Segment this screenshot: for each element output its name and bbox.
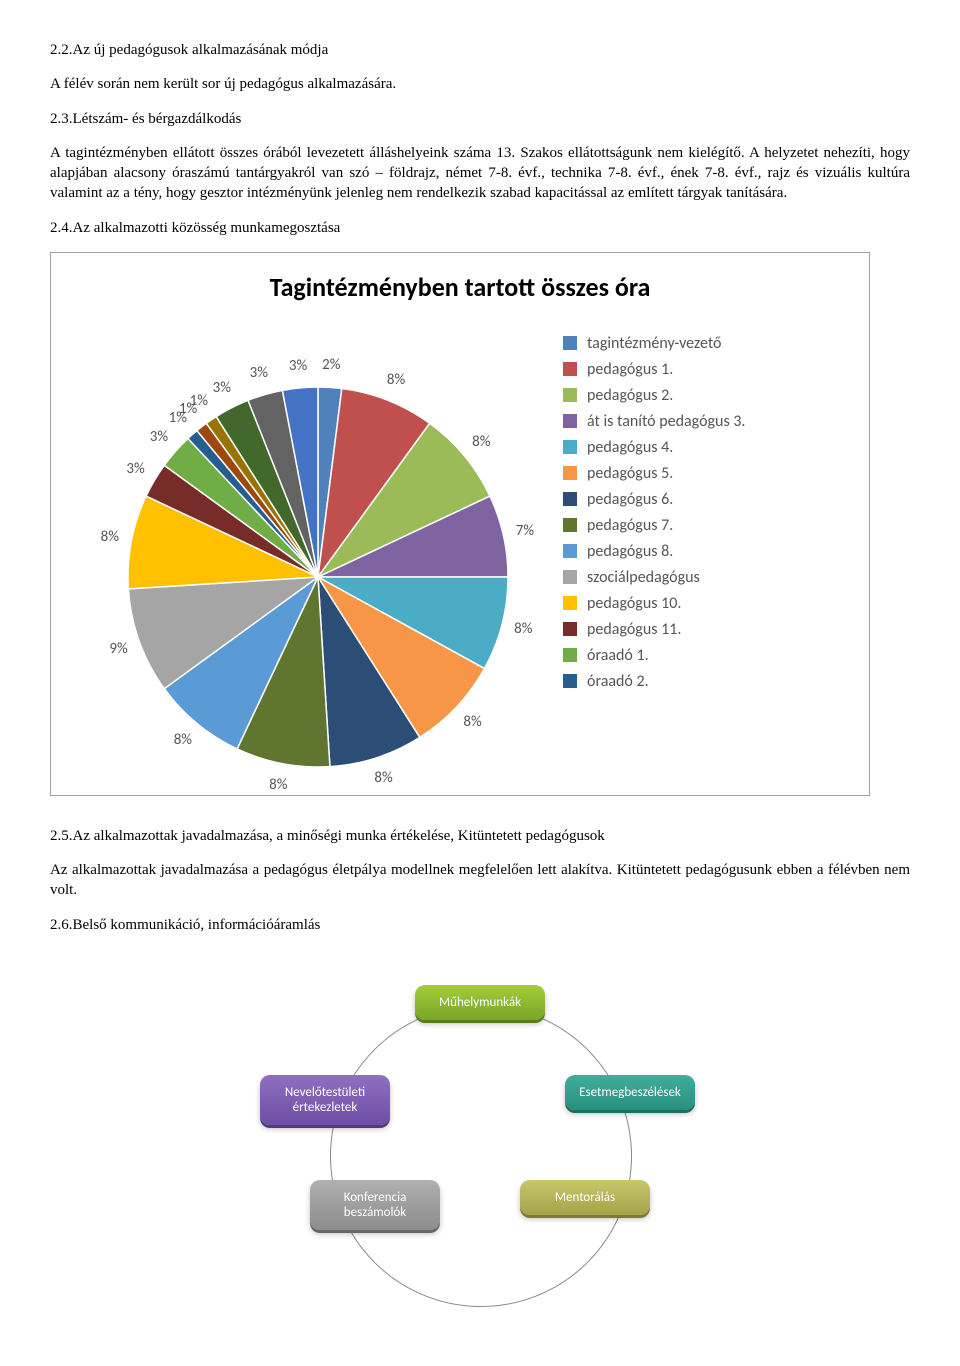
legend-swatch: [563, 570, 577, 584]
flow-circle: [330, 1005, 632, 1307]
legend-label: pedagógus 11.: [587, 620, 681, 639]
pie-pct-label: 3%: [150, 428, 168, 446]
legend-swatch: [563, 362, 577, 376]
legend-swatch: [563, 622, 577, 636]
legend-label: pedagógus 1.: [587, 360, 673, 379]
legend-item: pedagógus 10.: [563, 594, 745, 613]
legend-label: pedagógus 8.: [587, 542, 673, 561]
legend-label: pedagógus 5.: [587, 464, 673, 483]
pie-chart: 2%8%8%7%8%8%8%8%8%9%8%3%3%1%1%1%3%3%3%: [63, 317, 563, 777]
pie-pct-label: 3%: [126, 460, 144, 478]
pie-pct-label: 8%: [174, 731, 192, 749]
heading-2-2: 2.2.Az új pedagógusok alkalmazásának mód…: [50, 40, 910, 60]
paragraph-2-5: Az alkalmazottak javadalmazása a pedagóg…: [50, 860, 910, 901]
flow-node: Nevelőtestületi értekezletek: [260, 1075, 390, 1125]
legend-swatch: [563, 648, 577, 662]
legend-item: szociálpedagógus: [563, 568, 745, 587]
chart-title: Tagintézményben tartott összes óra: [63, 271, 857, 303]
legend-item: pedagógus 11.: [563, 620, 745, 639]
legend-item: pedagógus 1.: [563, 360, 745, 379]
legend-label: pedagógus 4.: [587, 438, 673, 457]
pie-pct-label: 8%: [269, 776, 287, 794]
legend-swatch: [563, 674, 577, 688]
flow-diagram: Műhelymunkák Esetmegbeszélések Nevelőtestü…: [220, 955, 740, 1205]
pie-pct-label: 8%: [514, 620, 532, 638]
pie-pct-label: 8%: [101, 528, 119, 546]
legend-item: tagintézmény-vezető: [563, 334, 745, 353]
heading-2-5: 2.5.Az alkalmazottak javadalmazása, a mi…: [50, 826, 910, 846]
pie-pct-label: 1%: [190, 392, 208, 410]
heading-2-3: 2.3.Létszám- és bérgazdálkodás: [50, 109, 910, 129]
legend-swatch: [563, 544, 577, 558]
legend-swatch: [563, 336, 577, 350]
pie-chart-container: Tagintézményben tartott összes óra 2% 8% 8…: [50, 252, 870, 796]
legend-swatch: [563, 414, 577, 428]
pie-pct-label: 8%: [374, 769, 392, 787]
pie-pct-label: 8%: [387, 371, 405, 389]
legend-item: óraadó 2.: [563, 672, 745, 691]
flow-node: Esetmegbeszélések: [565, 1075, 695, 1110]
legend-label: át is tanító pedagógus 3.: [587, 412, 745, 431]
legend-item: pedagógus 7.: [563, 516, 745, 535]
legend-label: tagintézmény-vezető: [587, 334, 721, 353]
legend-item: pedagógus 5.: [563, 464, 745, 483]
pie-pct-label: 7%: [516, 522, 534, 540]
pie-pct-label: 3%: [250, 364, 268, 382]
flow-node: Műhelymunkák: [415, 985, 545, 1020]
legend-item: óraadó 1.: [563, 646, 745, 665]
pie-pct-label: 2%: [322, 356, 340, 374]
legend-swatch: [563, 492, 577, 506]
pie-pct-label: 8%: [463, 713, 481, 731]
legend-swatch: [563, 466, 577, 480]
legend-item: pedagógus 4.: [563, 438, 745, 457]
chart-legend: tagintézmény-vezető pedagógus 1. pedagógus…: [563, 317, 745, 698]
legend-swatch: [563, 596, 577, 610]
pie-pct-label: 3%: [289, 357, 307, 375]
paragraph-2-3: A tagintézményben ellátott összes órából…: [50, 143, 910, 204]
legend-swatch: [563, 518, 577, 532]
pie-pct-label: 9%: [109, 640, 127, 658]
legend-label: pedagógus 2.: [587, 386, 673, 405]
legend-label: szociálpedagógus: [587, 568, 700, 587]
legend-label: pedagógus 7.: [587, 516, 673, 535]
legend-item: pedagógus 8.: [563, 542, 745, 561]
legend-item: pedagógus 6.: [563, 490, 745, 509]
legend-label: pedagógus 6.: [587, 490, 673, 509]
legend-swatch: [563, 388, 577, 402]
pie-svg: [63, 317, 563, 777]
legend-swatch: [563, 440, 577, 454]
heading-2-6: 2.6.Belső kommunikáció, információáramlá…: [50, 915, 910, 935]
heading-2-4: 2.4.Az alkalmazotti közösség munkamegosz…: [50, 218, 910, 238]
paragraph-2-2: A félév során nem került sor új pedagógu…: [50, 74, 910, 94]
legend-item: pedagógus 2.: [563, 386, 745, 405]
pie-pct-label: 8%: [472, 433, 490, 451]
flow-node: Mentorálás: [520, 1180, 650, 1215]
legend-label: pedagógus 10.: [587, 594, 681, 613]
legend-label: óraadó 2.: [587, 672, 649, 691]
flow-node: Konferencia beszámolók: [310, 1180, 440, 1230]
legend-label: óraadó 1.: [587, 646, 649, 665]
pie-pct-label: 3%: [213, 379, 231, 397]
legend-item: át is tanító pedagógus 3.: [563, 412, 745, 431]
